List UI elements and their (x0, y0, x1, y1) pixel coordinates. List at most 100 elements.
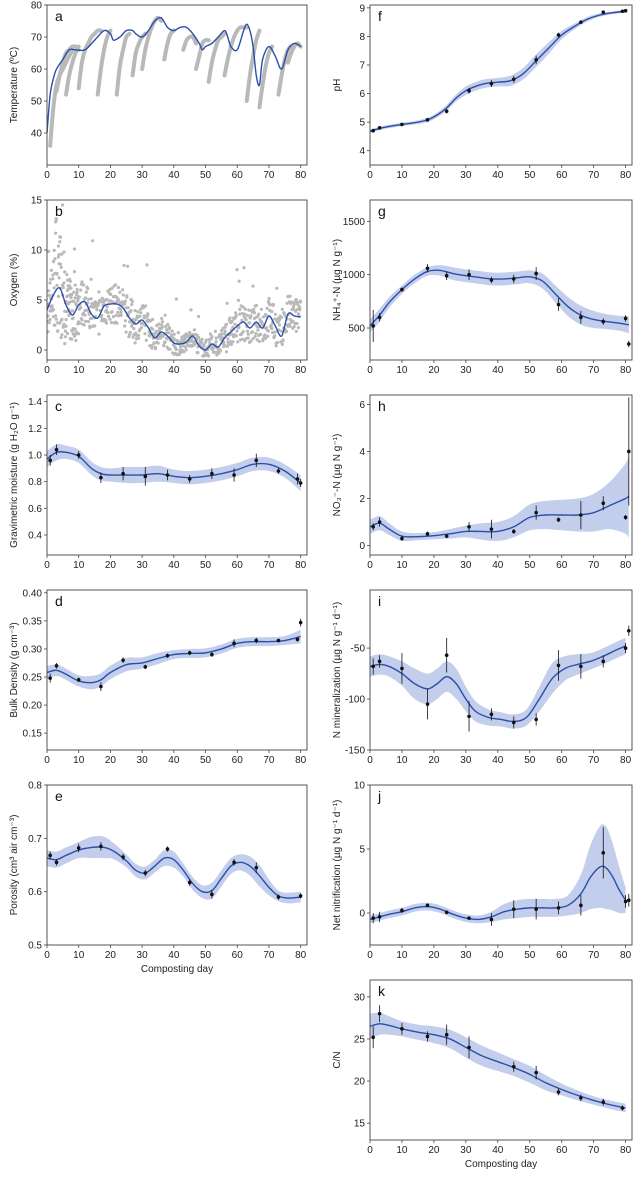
x-tick-label: 20 (428, 170, 440, 181)
raw-oxygen-point (88, 326, 92, 330)
raw-oxygen-point (109, 292, 113, 297)
data-point (254, 458, 259, 463)
x-tick-label: 30 (460, 560, 472, 571)
raw-oxygen-point (160, 325, 164, 329)
x-tick-label: 10 (73, 365, 85, 376)
y-tick-label: 60 (31, 65, 43, 76)
data-point (371, 1035, 375, 1040)
raw-temperature-trace-11 (206, 31, 227, 84)
raw-oxygen-point (218, 349, 222, 353)
data-point (601, 1100, 606, 1104)
x-tick-label: 40 (168, 950, 180, 961)
x-tick-label: 10 (396, 755, 408, 766)
raw-oxygen-point (59, 336, 63, 340)
y-tick-label: 7 (359, 61, 365, 72)
raw-oxygen-point (234, 334, 238, 338)
raw-temperature-trace-13 (244, 28, 262, 103)
raw-oxygen-point (84, 319, 88, 323)
raw-oxygen-point (261, 339, 265, 343)
x-tick-label: 30 (460, 950, 472, 961)
x-tick-label: 20 (105, 170, 117, 181)
raw-oxygen-point (222, 343, 226, 347)
raw-oxygen-point (192, 328, 196, 332)
data-point (620, 1106, 625, 1110)
data-point (400, 122, 404, 127)
data-point (210, 892, 214, 897)
raw-oxygen-point (128, 330, 132, 335)
raw-oxygen-point (72, 299, 76, 303)
data-point (511, 277, 516, 281)
raw-oxygen-point (235, 268, 239, 272)
confidence-band-e (47, 835, 301, 904)
raw-oxygen-point (55, 283, 59, 287)
raw-oxygen-point (292, 325, 296, 329)
raw-oxygen-point (86, 319, 90, 324)
raw-oxygen-point (238, 307, 242, 311)
raw-oxygen-point (259, 332, 263, 336)
data-point (467, 524, 471, 529)
raw-oxygen-point (128, 320, 132, 324)
raw-oxygen-point (176, 331, 180, 335)
y-tick-label: -100 (345, 695, 365, 706)
data-point (400, 287, 404, 292)
raw-oxygen-point (77, 295, 81, 299)
fit-line-j (369, 865, 627, 921)
x-tick-label: 50 (524, 950, 536, 961)
confidence-band-d (47, 629, 301, 690)
x-tick-label: 50 (524, 755, 536, 766)
data-point (371, 524, 375, 529)
data-point (298, 894, 303, 898)
raw-oxygen-point (130, 299, 134, 303)
panel-letter-h: h (378, 398, 386, 414)
y-tick-label: 0.30 (23, 644, 43, 655)
raw-oxygen-point (196, 351, 200, 355)
raw-oxygen-point (145, 263, 149, 267)
raw-oxygen-point (47, 289, 51, 293)
raw-oxygen-point (63, 270, 67, 274)
data-point (534, 58, 538, 62)
raw-oxygen-point (174, 347, 178, 352)
raw-oxygen-point (123, 319, 127, 323)
x-tick-label: 10 (396, 170, 408, 181)
data-point (556, 906, 561, 910)
raw-oxygen-point (144, 304, 148, 308)
x-tick-label: 10 (396, 365, 408, 376)
raw-oxygen-point (70, 309, 74, 313)
data-point (371, 324, 375, 328)
y-tick-label: 6 (359, 89, 365, 100)
data-point (400, 666, 404, 671)
raw-oxygen-point (54, 231, 58, 235)
raw-oxygen-point (62, 322, 66, 326)
raw-oxygen-point (271, 302, 275, 306)
data-point (556, 302, 561, 307)
raw-oxygen-point (65, 331, 70, 336)
data-point (623, 899, 628, 904)
raw-oxygen-point (116, 298, 120, 302)
raw-oxygen-point (60, 252, 64, 256)
raw-oxygen-point (236, 340, 240, 344)
raw-oxygen-point (200, 341, 204, 345)
raw-oxygen-point (277, 323, 282, 327)
raw-oxygen-point (243, 312, 247, 316)
y-axis-label-a: Temperature (ºC) (9, 47, 20, 123)
data-point (467, 1045, 471, 1050)
raw-oxygen-point (70, 337, 74, 341)
raw-temperature-trace-16 (285, 41, 303, 65)
data-point (187, 880, 192, 885)
data-point (54, 447, 59, 452)
y-tick-label: 1.2 (28, 424, 42, 435)
y-tick-label: 10 (354, 781, 366, 792)
plot-frame-h (369, 394, 633, 556)
raw-oxygen-point (144, 338, 148, 342)
raw-oxygen-point (105, 305, 109, 309)
raw-oxygen-point (126, 306, 130, 310)
x-tick-label: 20 (105, 950, 117, 961)
raw-oxygen-point (266, 329, 270, 333)
confidence-band-g (370, 265, 629, 334)
panel-letter-j: j (377, 788, 381, 804)
raw-oxygen-point (56, 255, 61, 259)
raw-oxygen-point (123, 324, 127, 328)
x-tick-label: 60 (556, 365, 568, 376)
x-tick-label: 70 (588, 365, 600, 376)
raw-oxygen-point (290, 300, 294, 304)
